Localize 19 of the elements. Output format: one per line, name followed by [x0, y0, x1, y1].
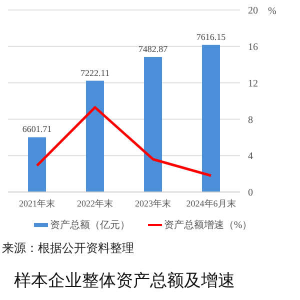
text: 样本企业整体资产总额及增速 [14, 270, 236, 292]
y2-tick-label: 16 [248, 42, 258, 53]
legend-label: 资产总额增速（%） [164, 218, 252, 232]
y2-tick-label: 0 [248, 188, 253, 199]
data-label: 7222.11 [80, 68, 110, 78]
y2-tick-label: 12 [248, 78, 258, 90]
y2-axis-title: % [268, 6, 276, 17]
x-tick-label: 2024年6月末 [186, 198, 236, 208]
x-tick-label: 2021年末 [19, 198, 55, 208]
y2-tick-label: 8 [248, 114, 253, 126]
x-tick-label: 2023年末 [135, 198, 171, 208]
data-label: 7616.15 [196, 32, 226, 42]
source-note: 来源：根据公开资料整理 [2, 240, 135, 257]
legend-label: 资产总额（亿元） [50, 218, 130, 232]
y2-tick-label: 20 [248, 6, 258, 17]
data-label: 7482.87 [138, 44, 168, 54]
x-tick-label: 2022年末 [77, 198, 113, 208]
data-label: 6601.71 [22, 124, 52, 134]
y2-tick-label: 4 [248, 151, 253, 162]
